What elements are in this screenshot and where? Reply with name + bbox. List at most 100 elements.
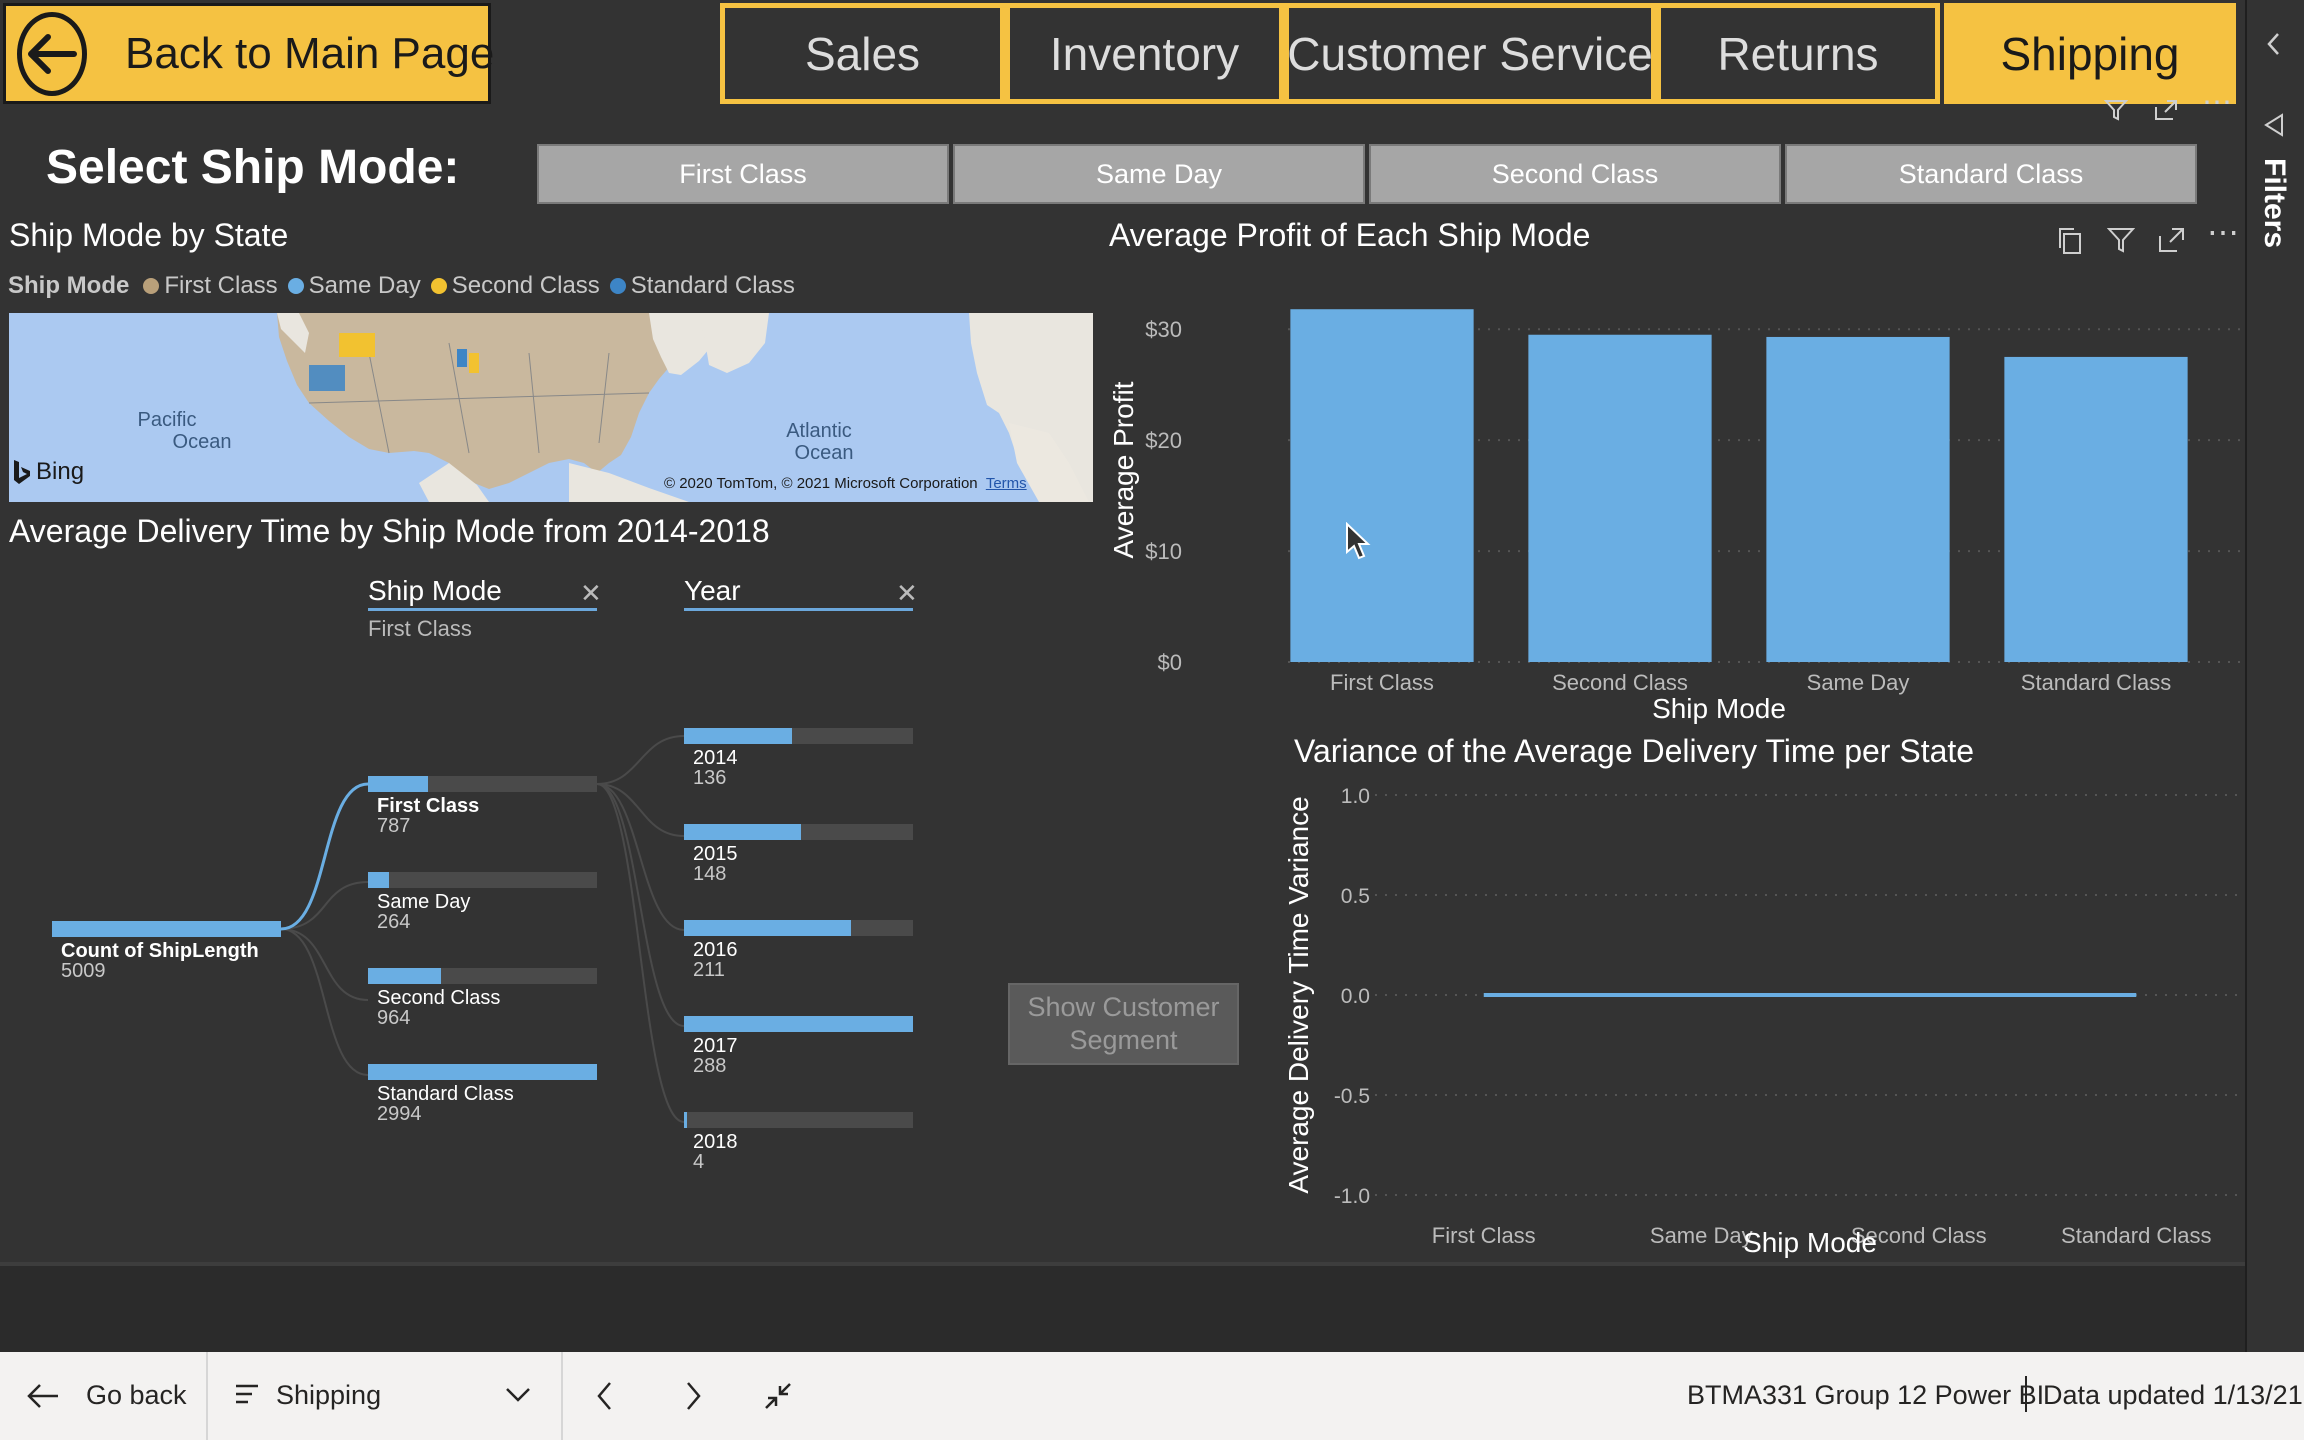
show-customer-segment-button[interactable]: Show Customer Segment xyxy=(1008,983,1239,1065)
map-attribution: © 2020 TomTom, © 2021 Microsoft Corporat… xyxy=(664,475,1027,492)
decomp-node-bar[interactable] xyxy=(368,1064,597,1080)
decomp-connectors xyxy=(280,735,685,1123)
slicer-option-label: First Class xyxy=(679,158,807,189)
exit-fullscreen-icon[interactable] xyxy=(762,1380,794,1417)
map-legend: Ship Mode First Class Same Day Second Cl… xyxy=(8,272,805,300)
level-underline xyxy=(684,608,913,611)
decomp-bar-fill xyxy=(368,968,442,984)
focus-mode-icon[interactable] xyxy=(2157,226,2185,259)
legend-item-first-class[interactable]: First Class xyxy=(143,272,278,300)
back-to-main-button[interactable]: Back to Main Page xyxy=(3,3,495,104)
tab-customer-service[interactable]: Customer Service xyxy=(1284,3,1656,104)
tab-label: Inventory xyxy=(1049,27,1240,80)
slicer-option-second-class[interactable]: Second Class xyxy=(1369,144,1781,204)
bar[interactable] xyxy=(1528,334,1712,662)
y-tick-label: 0.5 xyxy=(1341,885,1370,908)
decomp-node-bar[interactable] xyxy=(368,776,597,792)
tab-returns[interactable]: Returns xyxy=(1656,3,1940,104)
x-axis-title: Ship Mode xyxy=(1743,1227,1877,1258)
back-button-label: Back to Main Page xyxy=(125,28,495,78)
map-terms-link[interactable]: Terms xyxy=(985,475,1027,492)
decomp-node-bar[interactable] xyxy=(684,728,913,744)
decomp-node-value: 211 xyxy=(693,959,725,981)
ship-mode-map[interactable]: Pacific Ocean Atlantic Ocean Bing © 2020… xyxy=(9,313,1093,502)
filter-icon[interactable] xyxy=(2103,98,2129,129)
decomp-node-value: 964 xyxy=(377,1007,411,1029)
x-axis-title: Ship Mode xyxy=(1652,693,1786,724)
collapse-filters-icon[interactable] xyxy=(2264,30,2284,63)
report-name: BTMA331 Group 12 Power BI xyxy=(1687,1380,2045,1410)
y-axis-title: Average Delivery Time Variance xyxy=(1283,796,1314,1193)
y-tick-label: $0 xyxy=(1158,650,1182,675)
tab-label: Shipping xyxy=(2000,27,2180,80)
x-tick-label: First Class xyxy=(1432,1223,1536,1248)
legend-item-standard-class[interactable]: Standard Class xyxy=(609,272,795,300)
decomp-bar-fill xyxy=(684,1112,688,1128)
slicer-option-standard-class[interactable]: Standard Class xyxy=(1785,144,2197,204)
page-selector[interactable]: Shipping xyxy=(276,1380,382,1410)
decomp-node-value: 136 xyxy=(693,767,727,789)
x-tick-label: Standard Class xyxy=(2061,1223,2211,1248)
decomp-root-label: Count of ShipLength xyxy=(61,940,259,962)
x-tick-label: Standard Class xyxy=(2021,670,2171,695)
variance-line-chart[interactable]: 1.0 0.5 0.0 -0.5 -1.0 First Class Same Day Seco… xyxy=(1280,775,2245,1265)
decomp-bar-fill xyxy=(52,921,281,937)
decomp-node-label: 2016 xyxy=(693,939,738,961)
decomp-node-bar[interactable] xyxy=(684,824,913,840)
legend-item-second-class[interactable]: Second Class xyxy=(430,272,600,300)
decomp-node-bar[interactable] xyxy=(684,1016,913,1032)
decomp-root-bar[interactable] xyxy=(52,921,281,937)
y-tick-label: $30 xyxy=(1145,317,1182,342)
y-tick-label: 1.0 xyxy=(1341,785,1370,808)
tab-sales[interactable]: Sales xyxy=(720,3,1005,104)
y-tick-label: -0.5 xyxy=(1334,1085,1370,1108)
level-underline xyxy=(368,608,597,611)
more-options-icon[interactable]: ⋯ xyxy=(2207,214,2239,250)
bar[interactable] xyxy=(1766,336,1950,662)
map-label-pacific: Pacific xyxy=(138,409,197,431)
map-label-pacific-ocean: Ocean xyxy=(173,431,232,453)
x-tick-label: Same Day xyxy=(1807,670,1910,695)
chevron-down-icon[interactable] xyxy=(504,1386,532,1409)
slicer-option-label: Standard Class xyxy=(1898,158,2084,189)
tab-label: Returns xyxy=(1717,27,1879,80)
decomp-tree-title: Average Delivery Time by Ship Mode from … xyxy=(9,513,770,549)
decomp-bar-fill xyxy=(368,872,389,888)
slicer-option-first-class[interactable]: First Class xyxy=(537,144,949,204)
back-arrow-icon xyxy=(17,11,87,96)
tab-label: Customer Service xyxy=(1287,27,1653,80)
go-back-arrow-icon[interactable] xyxy=(26,1382,60,1415)
filters-pane[interactable] xyxy=(2245,0,2304,1352)
bar[interactable] xyxy=(2004,356,2188,662)
legend-item-same-day[interactable]: Same Day xyxy=(287,272,421,300)
remove-level-icon[interactable]: ✕ xyxy=(580,578,602,608)
map-label-atlantic-ocean: Ocean xyxy=(795,442,854,464)
decomp-node-bar[interactable] xyxy=(368,968,597,984)
y-tick-label: $20 xyxy=(1145,428,1182,453)
variance-chart-title: Variance of the Average Delivery Time pe… xyxy=(1294,733,1975,769)
previous-page-icon[interactable] xyxy=(595,1380,615,1417)
more-options-icon[interactable]: ⋯ xyxy=(2202,86,2232,119)
decomp-root-value: 5009 xyxy=(61,960,106,982)
footer-divider xyxy=(206,1352,208,1440)
slicer-option-label: Same Day xyxy=(1095,158,1223,189)
y-tick-label: $10 xyxy=(1145,539,1182,564)
tab-inventory[interactable]: Inventory xyxy=(1005,3,1284,104)
copy-visual-icon[interactable] xyxy=(2056,226,2084,261)
slicer-option-same-day[interactable]: Same Day xyxy=(953,144,1365,204)
tab-shipping[interactable]: Shipping xyxy=(1944,3,2236,104)
decomp-node-bar[interactable] xyxy=(684,1112,913,1128)
decomp-node-bar[interactable] xyxy=(368,872,597,888)
remove-level-icon[interactable]: ✕ xyxy=(896,578,918,608)
legend-dot xyxy=(143,278,160,294)
go-back-button[interactable]: Go back xyxy=(86,1380,187,1410)
next-page-icon[interactable] xyxy=(683,1380,703,1417)
profit-bar-chart[interactable]: $0 $10 $20 $30 First Class Second Class Same D… xyxy=(1100,290,2245,730)
legend-dot xyxy=(609,278,626,294)
filters-pane-label[interactable]: Filters xyxy=(2258,158,2291,249)
bar[interactable] xyxy=(1290,309,1474,662)
filter-icon[interactable] xyxy=(2106,226,2136,259)
decomp-node-bar[interactable] xyxy=(684,920,913,936)
canvas-bottom-area xyxy=(0,1262,2245,1352)
focus-mode-icon[interactable] xyxy=(2153,98,2179,127)
